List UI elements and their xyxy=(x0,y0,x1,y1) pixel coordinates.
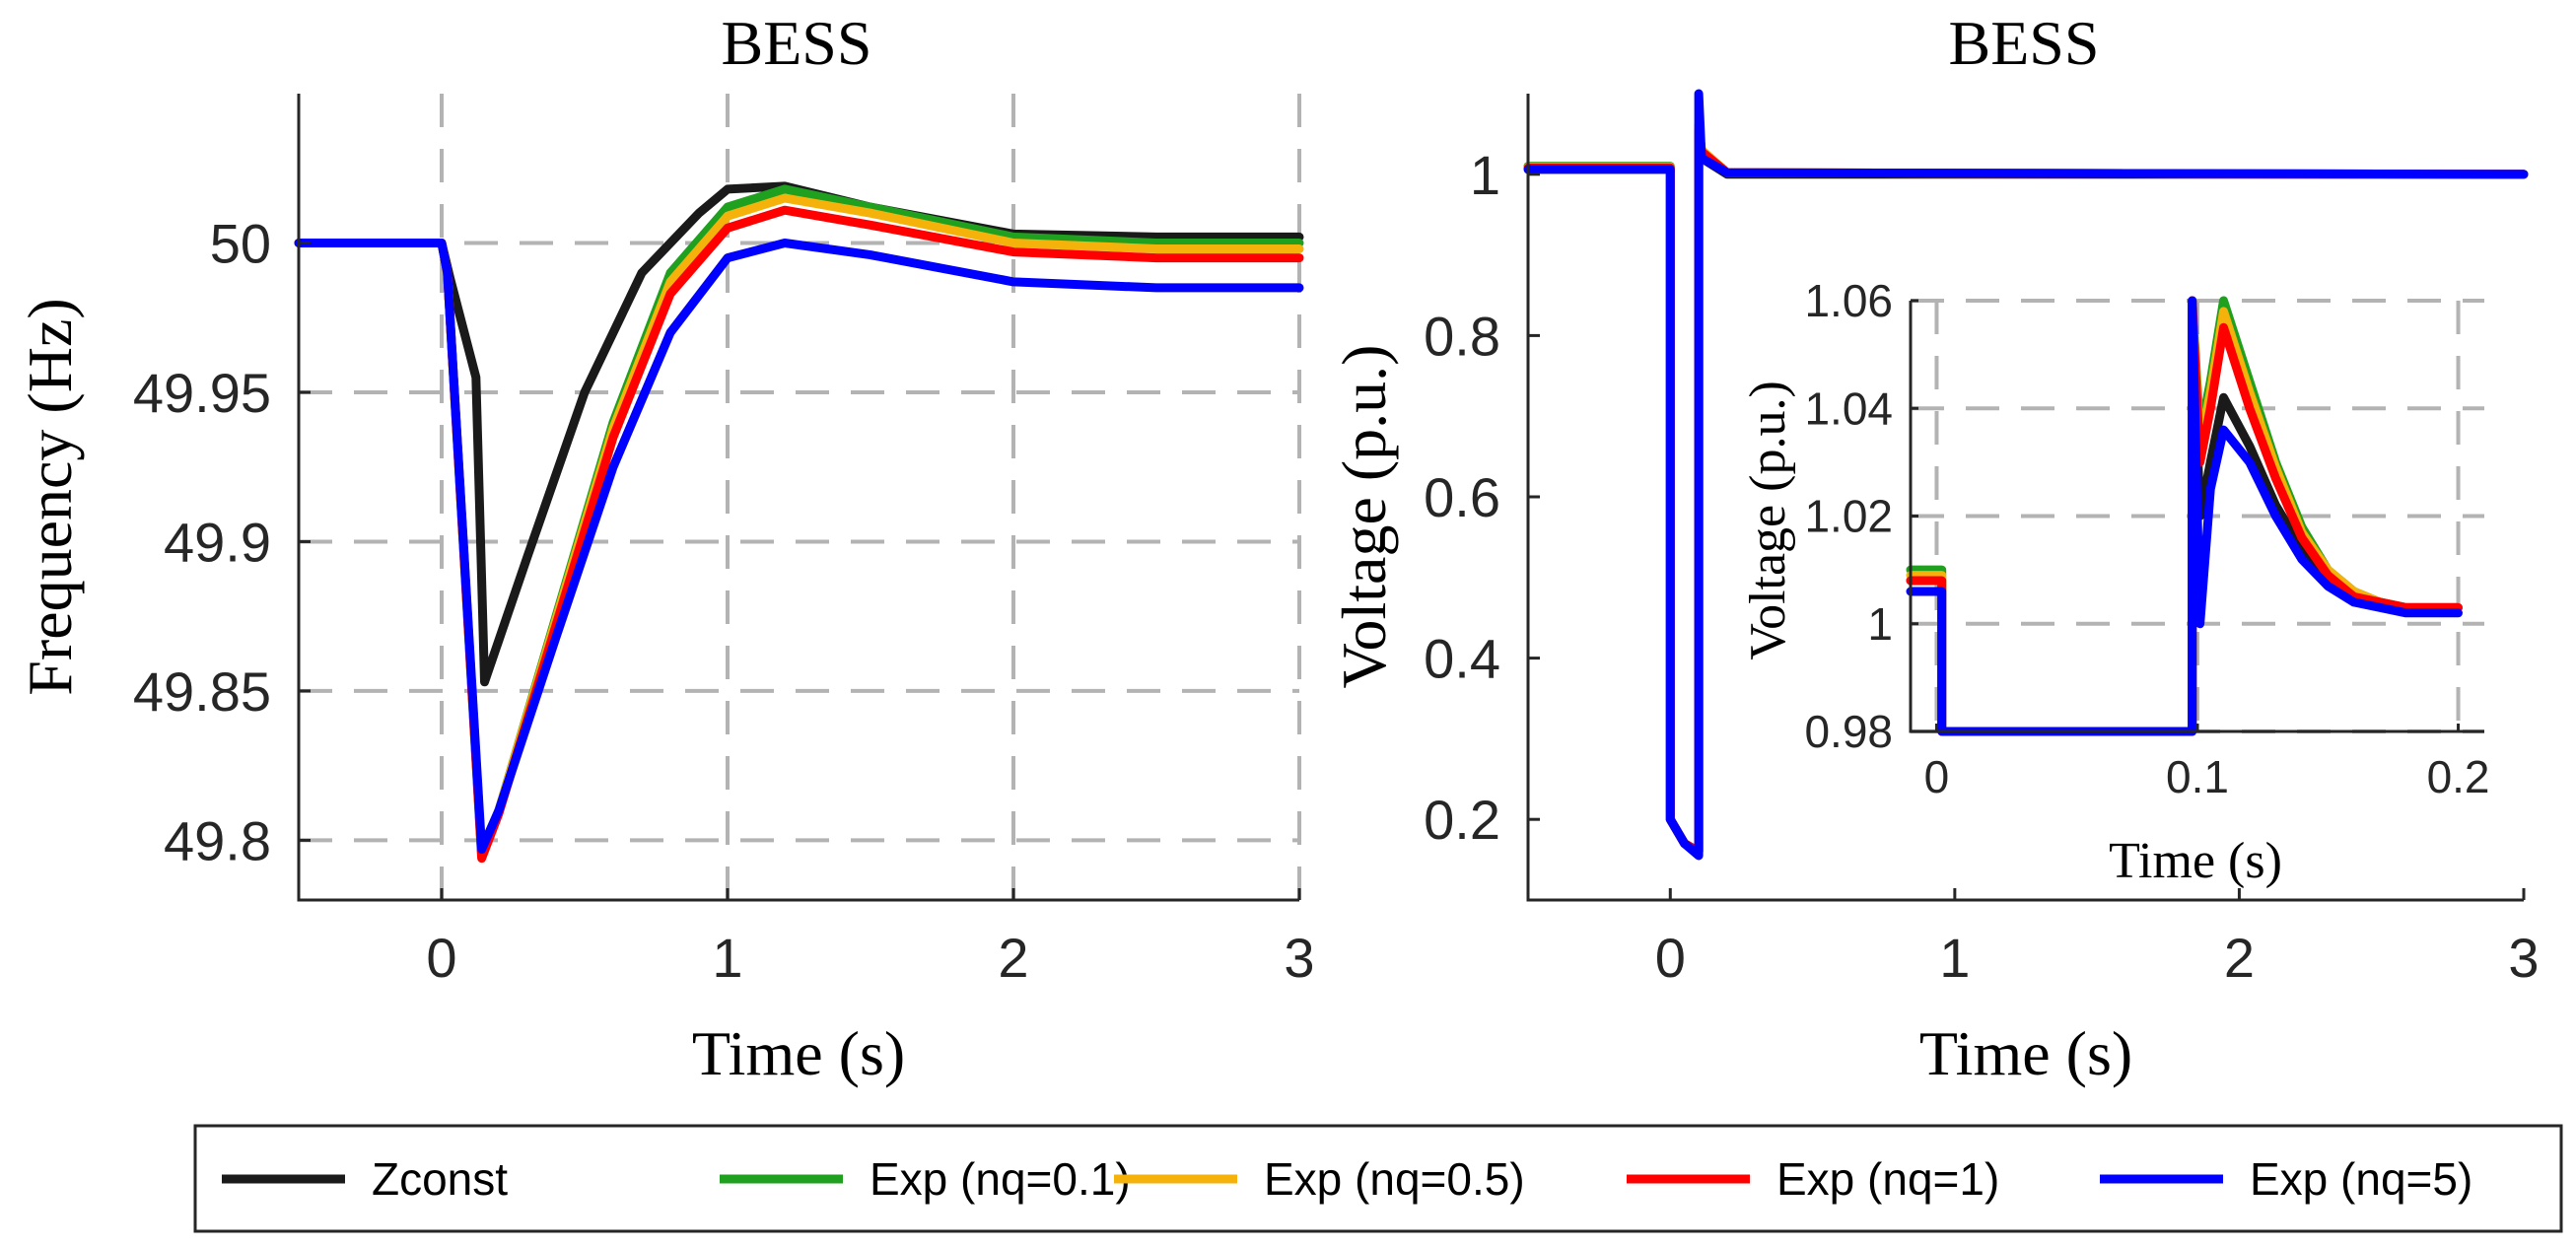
legend-entries: Zconst Exp (nq=0.1) Exp (nq=0.5) Exp (nq=1)… xyxy=(222,1153,2472,1205)
frequency-y-label: Frequency (Hz) xyxy=(15,298,85,695)
voltage-y-tick-label: 0.6 xyxy=(1424,466,1500,528)
legend: Zconst Exp (nq=0.1) Exp (nq=0.5) Exp (nq=1)… xyxy=(193,1124,2563,1233)
frequency-x-tick-label: 0 xyxy=(426,927,456,989)
frequency-axes xyxy=(297,94,1299,902)
voltage-y-tick-label: 0.8 xyxy=(1424,305,1500,367)
inset-x-ticks: 0 0.1 0.2 xyxy=(1924,724,2490,802)
frequency-x-label: Time (s) xyxy=(692,1018,905,1088)
voltage-series xyxy=(1523,89,2529,861)
inset-y-ticks: 0.98 1 1.02 1.04 1.06 xyxy=(1804,275,1918,757)
voltage-y-tick-label: 0.4 xyxy=(1424,628,1500,690)
legend-label: Exp (nq=1) xyxy=(1776,1153,1999,1205)
frequency-series-4 xyxy=(294,239,1304,854)
frequency-y-tick-label: 49.8 xyxy=(164,809,271,871)
frequency-x-tick-label: 2 xyxy=(998,927,1028,989)
inset-x-tick-label: 0 xyxy=(1924,751,1950,802)
inset-y-tick-label: 1 xyxy=(1867,598,1893,650)
voltage-x-tick-label: 0 xyxy=(1655,927,1686,989)
frequency-x-tick-label: 3 xyxy=(1284,927,1314,989)
voltage-y-tick-label: 0.2 xyxy=(1424,789,1500,851)
voltage-axes xyxy=(1526,94,2524,902)
frequency-series xyxy=(294,181,1304,864)
frequency-chart-title: BESS xyxy=(722,8,872,78)
frequency-x-tick-label: 1 xyxy=(712,927,742,989)
legend-label: Exp (nq=0.1) xyxy=(870,1153,1131,1205)
frequency-y-tick-label: 49.9 xyxy=(164,511,271,573)
frequency-y-tick-label: 50 xyxy=(210,212,271,274)
voltage-x-tick-label: 3 xyxy=(2508,927,2539,989)
legend-label: Exp (nq=5) xyxy=(2250,1153,2472,1205)
inset-y-tick-label: 0.98 xyxy=(1804,706,1893,757)
voltage-x-label: Time (s) xyxy=(1919,1018,2132,1088)
inset-y-tick-label: 1.02 xyxy=(1804,491,1893,542)
voltage-x-ticks: 0 1 2 3 xyxy=(1655,888,2540,989)
voltage-x-tick-label: 1 xyxy=(1939,927,1970,989)
frequency-x-ticks: 0 1 2 3 xyxy=(426,888,1315,989)
inset-x-tick-label: 0.1 xyxy=(2166,751,2229,802)
voltage-series-4 xyxy=(1523,89,2529,861)
inset-x-label: Time (s) xyxy=(2109,833,2282,889)
frequency-y-tick-label: 49.85 xyxy=(133,660,271,723)
inset-y-label: Voltage (p.u.) xyxy=(1740,381,1796,660)
inset-y-tick-label: 1.06 xyxy=(1804,275,1893,326)
inset-x-tick-label: 0.2 xyxy=(2427,751,2490,802)
voltage-y-ticks: 0.2 0.4 0.6 0.8 1 xyxy=(1424,144,1540,851)
voltage-y-label: Voltage (p.u.) xyxy=(1329,345,1399,689)
voltage-x-tick-label: 2 xyxy=(2224,927,2255,989)
legend-label: Zconst xyxy=(372,1153,508,1205)
inset-y-tick-label: 1.04 xyxy=(1804,382,1893,434)
voltage-chart-title: BESS xyxy=(1949,8,2100,78)
voltage-inset-chart: 0 0.1 0.2 0.98 1 1.02 1.04 1.06 Time (s) Volta… xyxy=(1740,275,2490,889)
legend-label: Exp (nq=0.5) xyxy=(1264,1153,1525,1205)
voltage-y-tick-label: 1 xyxy=(1470,144,1500,206)
frequency-y-ticks: 49.8 49.85 49.9 49.95 50 xyxy=(133,212,311,871)
voltage-chart: BESS 0 1 2 3 0.2 0.4 0.6 0.8 1 Time (s) Voltage… xyxy=(1329,8,2540,1088)
frequency-y-tick-label: 49.95 xyxy=(133,362,271,424)
